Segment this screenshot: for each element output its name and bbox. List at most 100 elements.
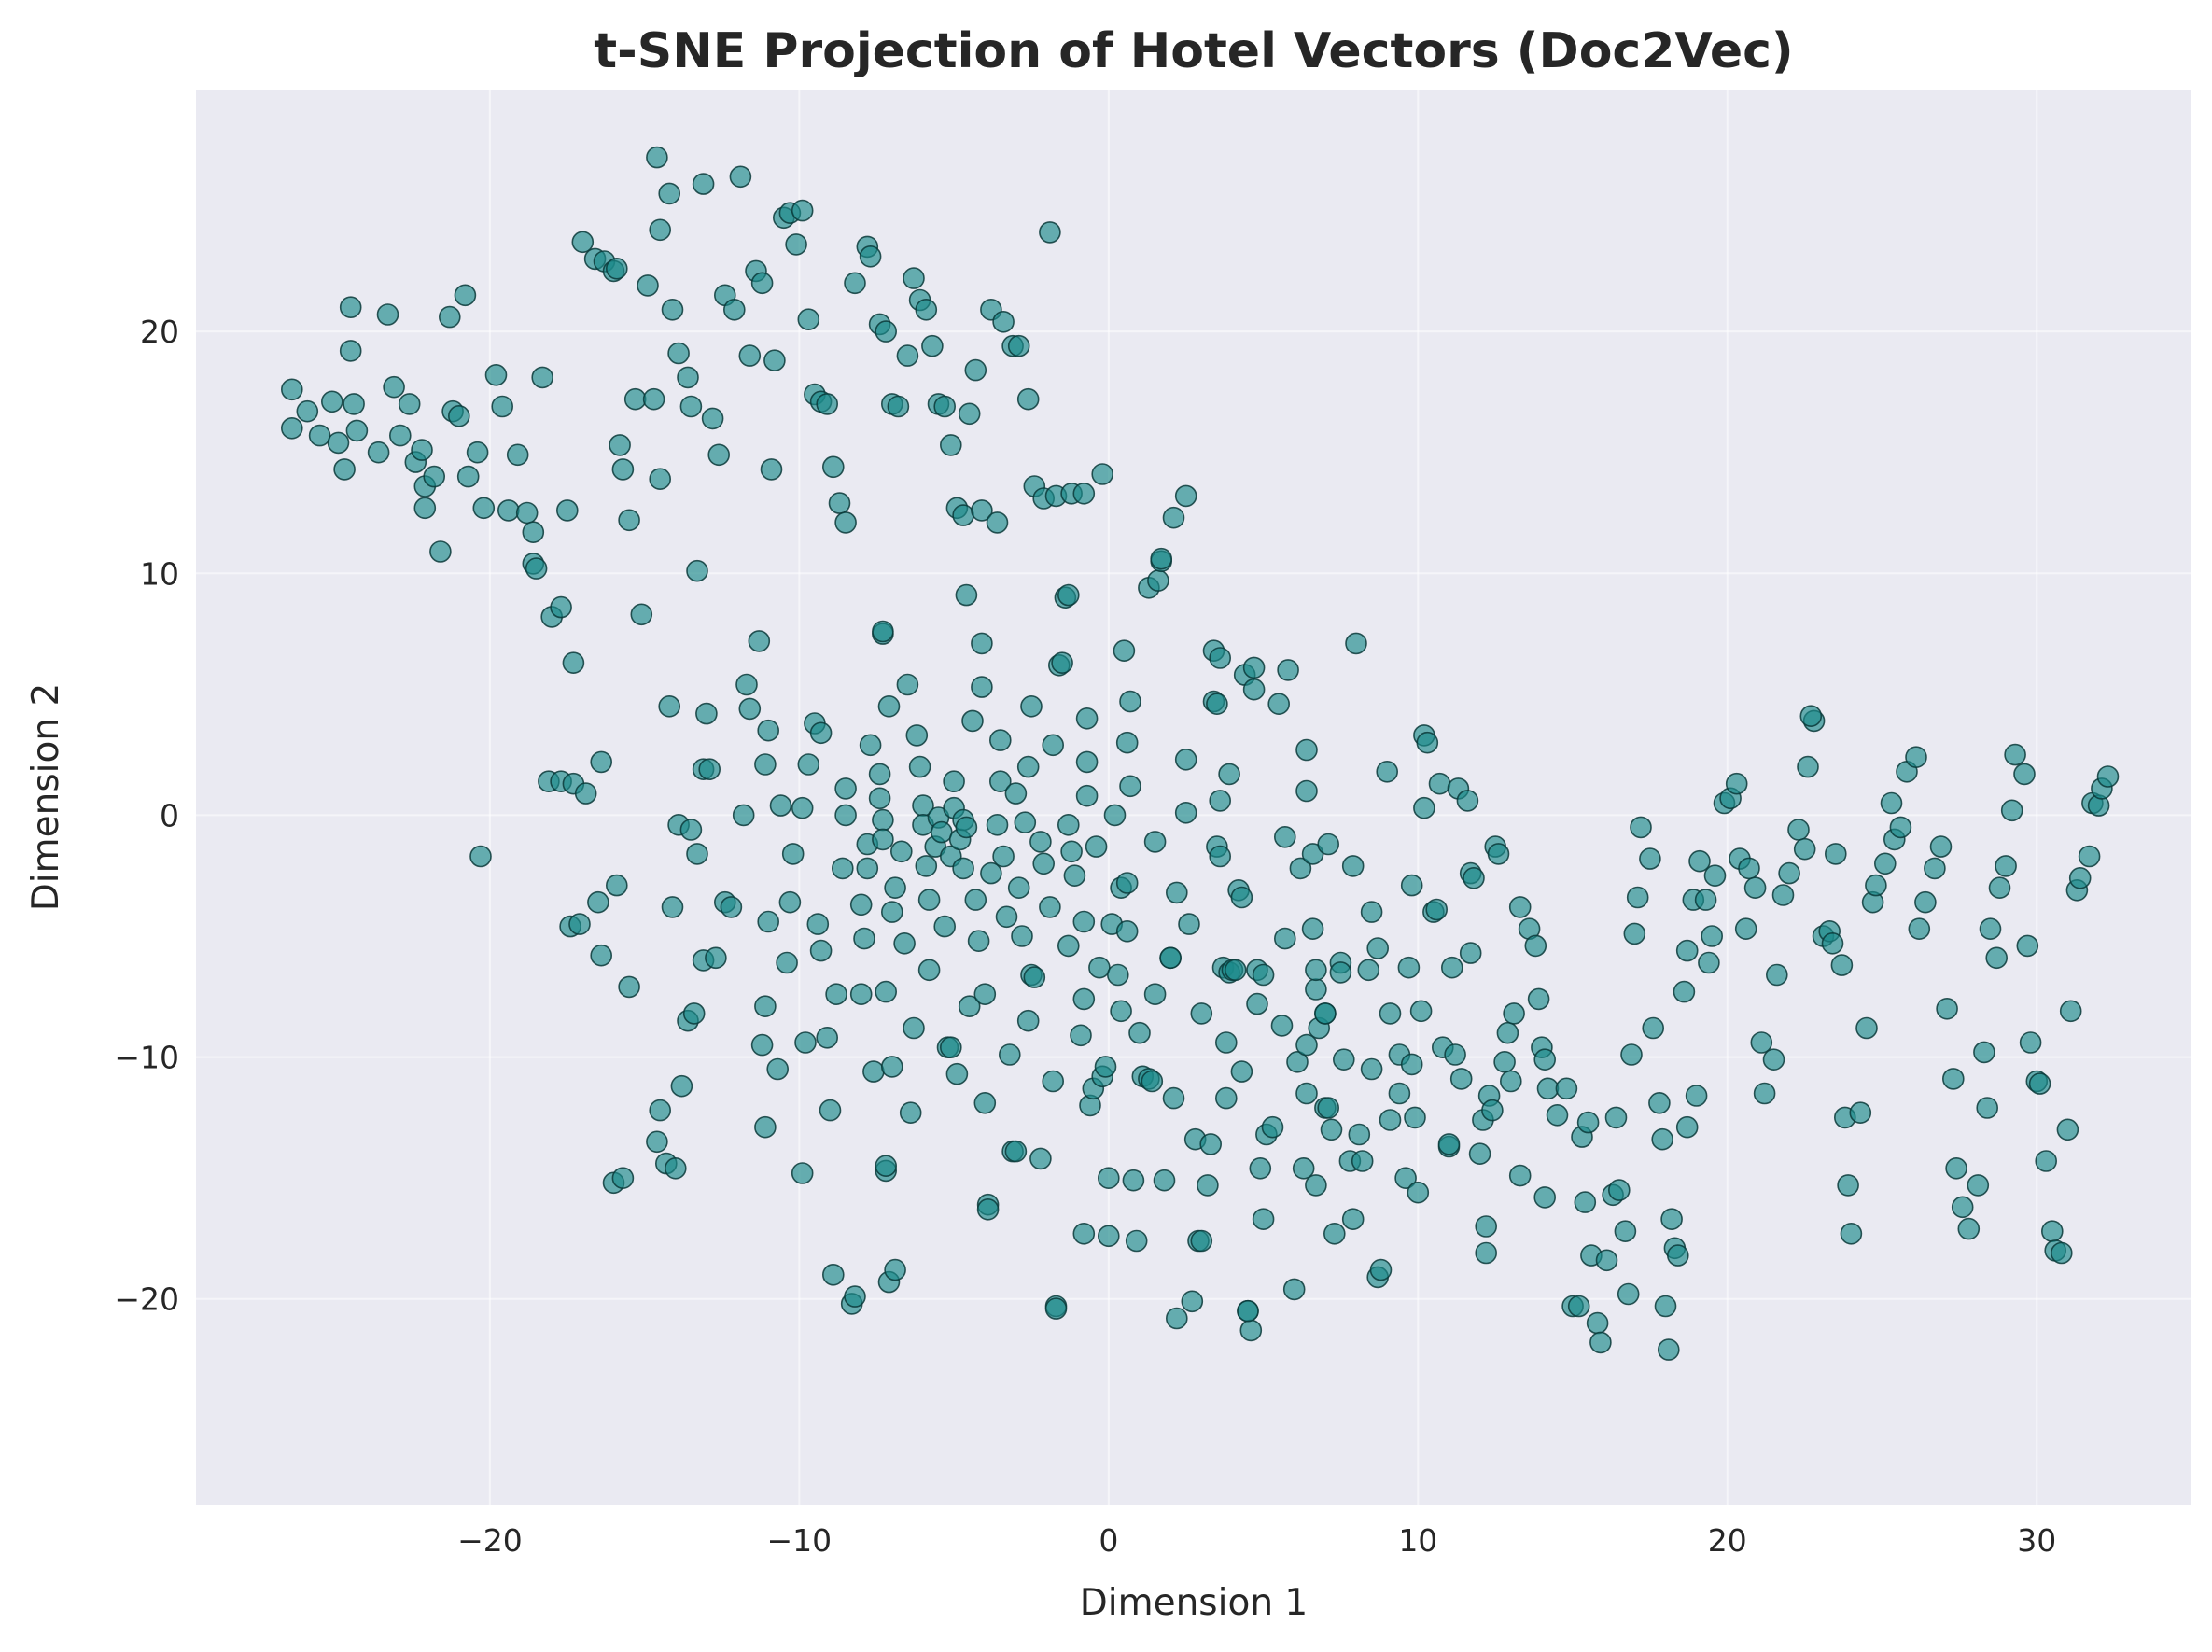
x-tick-label: −20 [457, 1522, 523, 1559]
scatter-point [1407, 1181, 1430, 1204]
scatter-point [1305, 1174, 1327, 1197]
scatter-point [682, 1002, 706, 1025]
scatter-point [525, 557, 548, 580]
scatter-point [1032, 852, 1055, 875]
scatter-point [664, 1157, 687, 1180]
scatter-point [872, 828, 894, 851]
scatter-point [1070, 1024, 1092, 1047]
scatter-point [413, 497, 437, 520]
scatter-point [1905, 746, 1927, 769]
scatter-point [1128, 1021, 1151, 1044]
scatter-point [1141, 1070, 1164, 1093]
scatter-point [2056, 1118, 2079, 1141]
scatter-point [964, 889, 987, 911]
scatter-point [1688, 849, 1711, 873]
scatter-point [1508, 1164, 1532, 1187]
scatter-point [828, 492, 851, 514]
scatter-point [1348, 1123, 1371, 1146]
scatter-point [506, 443, 529, 467]
scatter-point [1481, 1099, 1504, 1122]
scatter-point [2016, 934, 2039, 958]
scatter-point [1698, 951, 1720, 974]
scatter-point [1242, 656, 1266, 679]
scatter-point [1295, 779, 1318, 803]
scatter-point [952, 857, 974, 880]
scatter-point [1162, 1086, 1185, 1110]
scatter-point [658, 694, 681, 718]
scatter-point [411, 439, 433, 461]
scatter-point [515, 501, 539, 525]
scatter-point [889, 840, 913, 863]
scatter-point [1023, 966, 1046, 988]
scatter-point [880, 901, 903, 923]
scatter-point [757, 910, 780, 933]
scatter-point [1456, 790, 1479, 812]
scatter-point [280, 416, 303, 440]
scatter-point [868, 787, 891, 810]
scatter-point [754, 753, 777, 776]
scatter-point [618, 975, 640, 999]
scatter-point [1057, 583, 1080, 607]
scatter-point [383, 375, 405, 399]
scatter-point [1376, 760, 1398, 783]
scatter-point [825, 983, 847, 1005]
scatter-point [649, 468, 672, 491]
scatter-point [971, 676, 993, 698]
scatter-point [995, 905, 1018, 929]
scatter-point [903, 267, 925, 289]
scatter-point [791, 1162, 814, 1184]
scatter-point [989, 770, 1012, 793]
scatter-point [1072, 1223, 1096, 1245]
scatter-point [1042, 734, 1064, 757]
scatter-point [1094, 1056, 1117, 1078]
scatter-point [720, 896, 743, 918]
scatter-point [1242, 678, 1266, 701]
scatter-point [976, 1198, 1000, 1221]
scatter-point [1174, 748, 1197, 771]
scatter-point [1075, 750, 1099, 774]
scatter-point [952, 504, 974, 526]
scatter-point [1107, 963, 1129, 987]
scatter-point [955, 816, 978, 839]
scatter-point [590, 750, 613, 774]
scatter-point [388, 424, 412, 447]
scatter-point [971, 632, 993, 655]
scatter-point [1341, 855, 1365, 877]
scatter-point [791, 199, 814, 222]
scatter-point [1995, 855, 2017, 877]
scatter-point [1428, 772, 1451, 795]
scatter-point [1604, 1106, 1628, 1129]
scatter-point [701, 407, 724, 430]
scatter-point [943, 770, 965, 793]
scatter-point [661, 298, 684, 321]
scatter-point [1574, 1191, 1597, 1213]
scatter-point [930, 820, 953, 844]
scatter-point [1865, 874, 1887, 897]
scatter-point [679, 395, 703, 418]
scatter-point [933, 395, 957, 418]
scatter-point [1150, 547, 1172, 570]
scatter-point [562, 651, 585, 675]
x-tick-labels: −20 −10 0 10 20 30 [457, 1522, 2056, 1559]
scatter-point [917, 889, 941, 911]
scatter-point [308, 424, 331, 447]
scatter-point [945, 1062, 969, 1085]
scatter-point [1413, 796, 1435, 819]
scatter-point [872, 808, 894, 832]
scatter-point [1527, 987, 1550, 1011]
scatter-point [1667, 1244, 1689, 1267]
scatter-point [705, 946, 727, 970]
scatter-point [1305, 959, 1327, 982]
scatter-point [1762, 1048, 1785, 1071]
scatter-point [1394, 1167, 1417, 1189]
scatter-point [1209, 845, 1231, 868]
scatter-point [961, 709, 984, 733]
scatter-point [1366, 937, 1389, 959]
scatter-point [2035, 1150, 2057, 1172]
scatter-point [896, 673, 919, 696]
scatter-point [398, 393, 421, 415]
scatter-point [1639, 847, 1661, 870]
scatter-point [933, 915, 957, 938]
scatter-point [1029, 1147, 1052, 1170]
scatter-point [738, 344, 762, 367]
